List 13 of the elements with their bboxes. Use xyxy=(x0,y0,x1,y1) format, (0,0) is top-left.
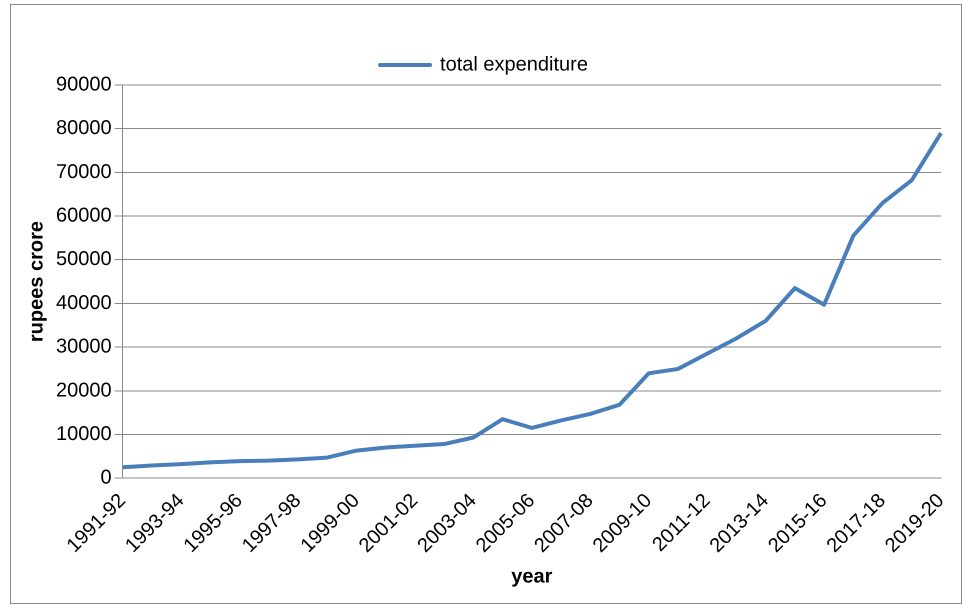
y-tick-label: 70000 xyxy=(56,160,112,183)
x-axis-title: year xyxy=(511,566,553,588)
y-tick-label: 10000 xyxy=(56,422,112,445)
legend-label: total expenditure xyxy=(440,54,588,76)
y-tick-label: 90000 xyxy=(56,74,112,96)
y-tick-label: 0 xyxy=(100,466,112,489)
y-tick-label: 40000 xyxy=(56,292,112,314)
y-axis-title: rupees crore xyxy=(26,220,48,342)
y-tick-label: 50000 xyxy=(56,248,112,270)
y-tick-label: 80000 xyxy=(56,117,112,140)
y-tick-label: 20000 xyxy=(56,379,112,402)
y-tick-label: 30000 xyxy=(56,336,112,358)
y-tick-label: 60000 xyxy=(56,204,112,227)
